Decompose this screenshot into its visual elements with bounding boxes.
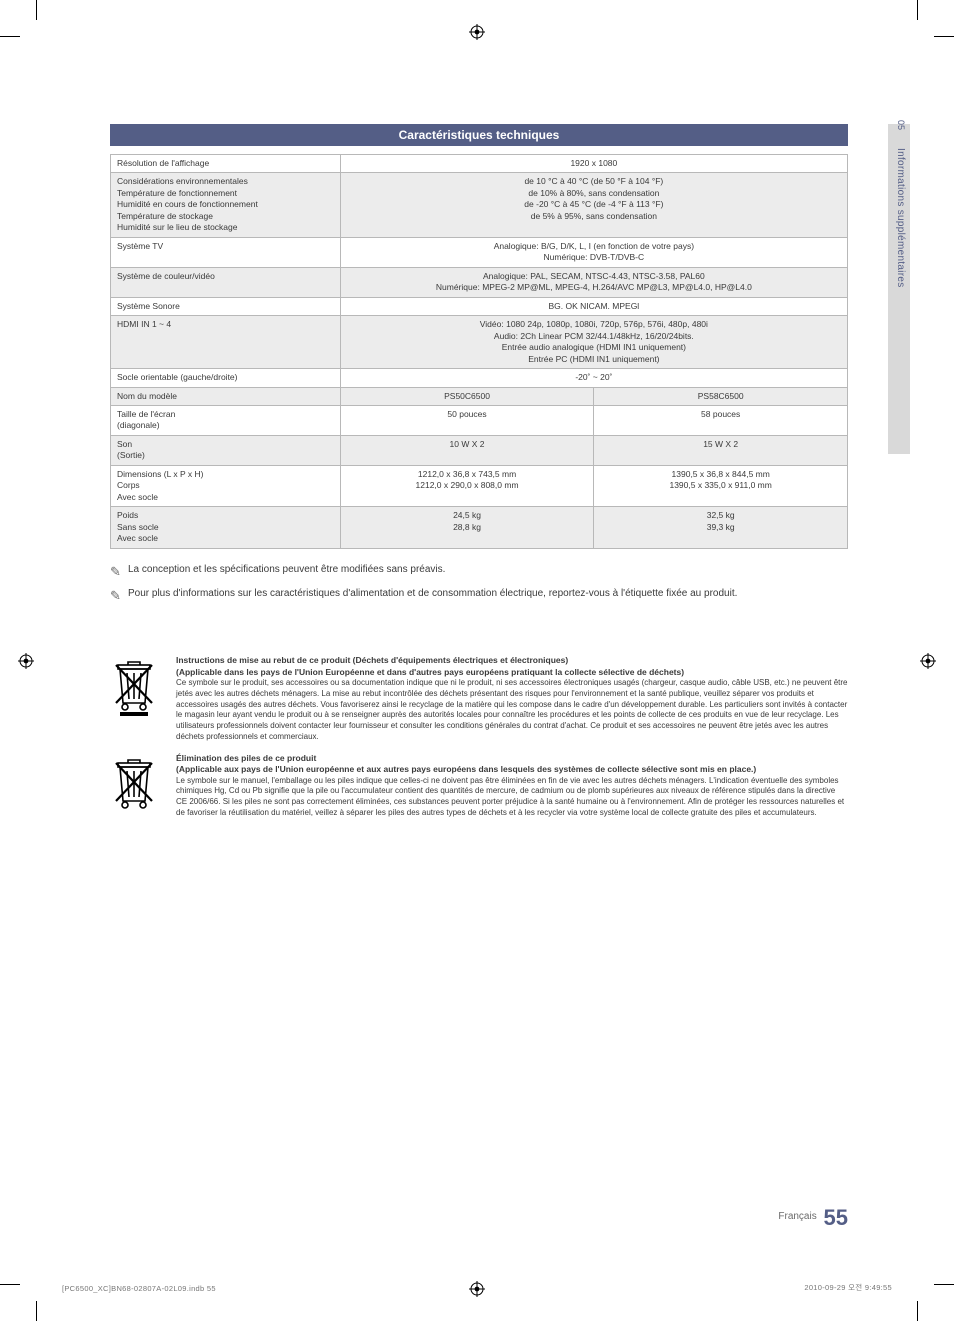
spec-label: Système de couleur/vidéo	[111, 267, 341, 297]
note-icon: ✎	[110, 587, 128, 605]
crop-mark	[934, 36, 954, 37]
spec-table: Résolution de l'affichage1920 x 1080Cons…	[110, 154, 848, 549]
spec-label: PoidsSans socleAvec socle	[111, 507, 341, 548]
model-name: PS58C6500	[594, 387, 848, 405]
disposal-block: Élimination des piles de ce produit (App…	[110, 753, 848, 820]
note-icon: ✎	[110, 563, 128, 581]
content-area: Caractéristiques techniques Résolution d…	[110, 124, 848, 820]
spec-row: Système de couleur/vidéoAnalogique: PAL,…	[111, 267, 848, 297]
spec-value: 50 pouces	[340, 405, 594, 435]
disposal-subheading: (Applicable dans les pays de l'Union Eur…	[176, 667, 848, 678]
spec-value: Analogique: B/G, D/K, L, I (en fonction …	[340, 237, 847, 267]
disposal-subheading: (Applicable aux pays de l'Union européen…	[176, 764, 848, 775]
note-text: La conception et les spécifications peuv…	[128, 563, 848, 581]
spec-value: 24,5 kg28,8 kg	[340, 507, 594, 548]
crop-mark	[36, 0, 37, 20]
weee-bin-icon	[110, 655, 164, 722]
spec-label: Taille de l'écran(diagonale)	[111, 405, 341, 435]
crop-mark	[36, 1301, 37, 1321]
spec-row: Taille de l'écran(diagonale)50 pouces58 …	[111, 405, 848, 435]
spec-label: HDMI IN 1 ~ 4	[111, 316, 341, 369]
spec-value: 10 W X 2	[340, 435, 594, 465]
disposal-text: Élimination des piles de ce produit (App…	[176, 753, 848, 819]
crop-mark	[934, 1284, 954, 1285]
disposal-block: Instructions de mise au rebut de ce prod…	[110, 655, 848, 743]
disposal-body: Le symbole sur le manuel, l'emballage ou…	[176, 776, 848, 819]
model-name: PS50C6500	[340, 387, 594, 405]
spec-label: Considérations environnementalesTempérat…	[111, 173, 341, 237]
spec-value: 15 W X 2	[594, 435, 848, 465]
spec-label: Socle orientable (gauche/droite)	[111, 369, 341, 387]
registration-mark-icon	[469, 1281, 485, 1297]
spec-row: Socle orientable (gauche/droite)-20˚ ~ 2…	[111, 369, 848, 387]
spec-row: HDMI IN 1 ~ 4Vidéo: 1080 24p, 1080p, 108…	[111, 316, 848, 369]
footer-page-number: 55	[824, 1205, 848, 1230]
spec-row: Son(Sortie)10 W X 215 W X 2	[111, 435, 848, 465]
spec-value: 1212,0 x 36,8 x 743,5 mm1212,0 x 290,0 x…	[340, 465, 594, 506]
note-text: Pour plus d'informations sur les caracté…	[128, 587, 848, 605]
imprint-right: 2010-09-29 오전 9:49:55	[804, 1282, 892, 1293]
spec-label: Dimensions (L x P x H)CorpsAvec socle	[111, 465, 341, 506]
spec-row: Système TVAnalogique: B/G, D/K, L, I (en…	[111, 237, 848, 267]
spec-value: BG. OK NICAM. MPEGl	[340, 297, 847, 315]
crop-mark	[917, 0, 918, 20]
disposal-heading: Instructions de mise au rebut de ce prod…	[176, 655, 848, 666]
spec-row: Système SonoreBG. OK NICAM. MPEGl	[111, 297, 848, 315]
footer-language: Français	[778, 1211, 816, 1222]
note-item: ✎ La conception et les spécifications pe…	[110, 563, 848, 581]
page: 05 Informations supplémentaires Caractér…	[0, 0, 954, 1321]
spec-label: Système Sonore	[111, 297, 341, 315]
spec-label: Son(Sortie)	[111, 435, 341, 465]
spec-row: Dimensions (L x P x H)CorpsAvec socle121…	[111, 465, 848, 506]
registration-mark-icon	[920, 653, 936, 669]
spec-row: Résolution de l'affichage1920 x 1080	[111, 155, 848, 173]
spec-label: Résolution de l'affichage	[111, 155, 341, 173]
disposal-text: Instructions de mise au rebut de ce prod…	[176, 655, 848, 743]
spec-label: Système TV	[111, 237, 341, 267]
spec-value: 58 pouces	[594, 405, 848, 435]
registration-mark-icon	[18, 653, 34, 669]
spec-value: 32,5 kg39,3 kg	[594, 507, 848, 548]
model-header-row: Nom du modèlePS50C6500PS58C6500	[111, 387, 848, 405]
side-tab-number: 05	[896, 120, 906, 130]
crop-mark	[0, 1284, 20, 1285]
disposal-body: Ce symbole sur le produit, ses accessoir…	[176, 678, 848, 743]
spec-value: 1920 x 1080	[340, 155, 847, 173]
battery-bin-icon	[110, 753, 164, 820]
crop-mark	[917, 1301, 918, 1321]
side-tab-title: Informations supplémentaires	[895, 148, 906, 288]
spec-value: Analogique: PAL, SECAM, NTSC-4.43, NTSC-…	[340, 267, 847, 297]
notes-block: ✎ La conception et les spécifications pe…	[110, 563, 848, 605]
spec-value: 1390,5 x 36,8 x 844,5 mm1390,5 x 335,0 x…	[594, 465, 848, 506]
imprint-left: [PC6500_XC]BN68-02807A-02L09.indb 55	[62, 1284, 216, 1293]
crop-mark	[0, 36, 20, 37]
section-title: Caractéristiques techniques	[110, 124, 848, 146]
note-item: ✎ Pour plus d'informations sur les carac…	[110, 587, 848, 605]
spec-value: -20˚ ~ 20˚	[340, 369, 847, 387]
spec-row: PoidsSans socleAvec socle24,5 kg28,8 kg3…	[111, 507, 848, 548]
spec-value: de 10 °C à 40 °C (de 50 °F à 104 °F)de 1…	[340, 173, 847, 237]
disposal-heading: Élimination des piles de ce produit	[176, 753, 848, 764]
spec-row: Considérations environnementalesTempérat…	[111, 173, 848, 237]
page-footer: Français 55	[110, 1205, 848, 1231]
spec-label: Nom du modèle	[111, 387, 341, 405]
spec-value: Vidéo: 1080 24p, 1080p, 1080i, 720p, 576…	[340, 316, 847, 369]
registration-mark-icon	[469, 24, 485, 40]
